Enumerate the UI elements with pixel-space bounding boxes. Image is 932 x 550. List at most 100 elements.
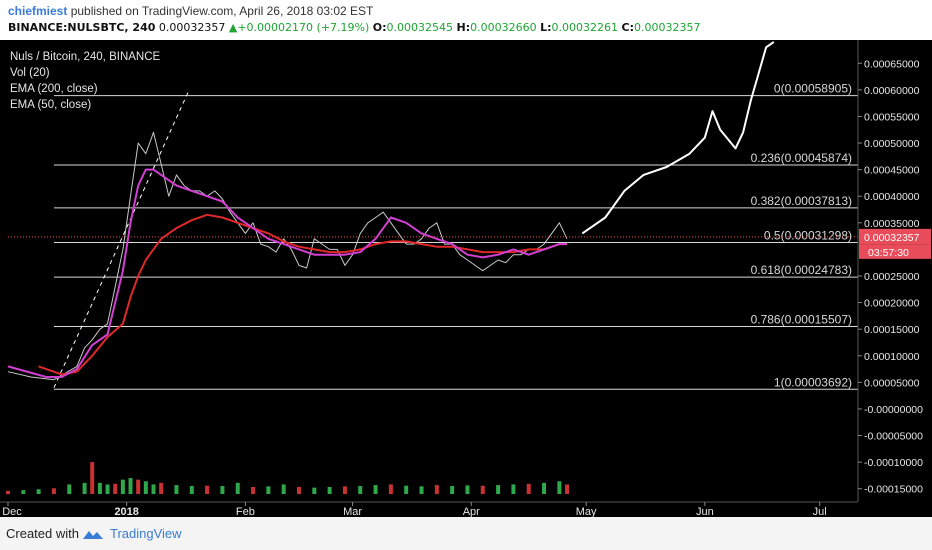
y-tick-label-9: 0.00015000 (864, 324, 920, 336)
volume-bar-19 (220, 486, 225, 494)
ema50-line (7, 168, 567, 378)
volume-bar-34 (450, 486, 455, 494)
volume-bar-5 (82, 482, 87, 494)
volume-bar-6 (90, 462, 95, 494)
publish-line: chiefmiest published on TradingView.com,… (8, 4, 373, 18)
close-label: C: (621, 21, 635, 34)
y-tick-label-2: 0.00055000 (864, 111, 920, 123)
x-tick-label-5: May (576, 506, 597, 517)
volume-bar-40 (542, 482, 547, 494)
x-tick-label-2: Feb (236, 506, 255, 517)
high-label: H: (456, 21, 471, 34)
volume-bar-25 (312, 487, 317, 494)
open-value: 0.00032545 (386, 21, 454, 34)
y-tick-label-15: -0.00015000 (864, 484, 923, 496)
volume-bar-15 (159, 482, 164, 494)
legend-ema200[interactable]: EMA (200, close) (10, 83, 98, 95)
fib-label-4: 0.618(0.00024783) (751, 263, 852, 277)
volume-bar-7 (97, 482, 102, 494)
projection-line (581, 41, 775, 235)
volume-bar-33 (434, 485, 439, 494)
price-change: +0.00002170 (+7.19%) (237, 21, 370, 34)
volume-bar-17 (189, 486, 194, 494)
chart-area[interactable]: 0(0.00058905) 0.236(0.00045874) 0.382(0.00… (0, 40, 932, 518)
volume-bar-39 (526, 483, 531, 494)
up-arrow-icon: ▲ (228, 21, 238, 34)
y-tick-label-1: 0.00060000 (864, 85, 920, 97)
fib-levels: 0(0.00058905) 0.236(0.00045874) 0.382(0.00… (0, 40, 932, 517)
publish-info: published on TradingView.com, April 26, … (70, 4, 374, 18)
volume-bar-8 (105, 484, 110, 494)
author-link[interactable]: chiefmiest (8, 4, 68, 18)
fib-label-6: 1(0.00003692) (774, 375, 852, 389)
volume-bar-14 (151, 484, 156, 494)
chart-legend: Nuls / Bitcoin, 240, BINANCE Vol (20) EM… (10, 51, 161, 111)
volume-bar-37 (496, 485, 501, 494)
close-value: 0.00032357 (634, 21, 701, 34)
tradingview-brand[interactable]: TradingView (110, 526, 182, 541)
volume-bar-3 (51, 488, 56, 494)
volume-bar-32 (419, 486, 424, 494)
y-tick-label-12: -0.00000000 (864, 404, 923, 416)
y-tick-label-6: 0.00035000 (864, 218, 920, 230)
volume-bar-18 (205, 485, 210, 494)
volume-bar-2 (36, 489, 41, 494)
chart-title: Nuls / Bitcoin, 240, BINANCE (10, 51, 161, 63)
price-marker (859, 228, 931, 245)
trend-line (53, 92, 189, 388)
volume-bar-20 (235, 482, 240, 494)
footer-bar: Created with TradingView (0, 517, 932, 550)
countdown-marker (859, 244, 931, 259)
symbol-label: BINANCE:NULSBTC, 240 (8, 21, 156, 34)
chart-lines (7, 41, 858, 388)
volume-bar-26 (327, 486, 332, 494)
x-tick-label-4: Apr (463, 506, 480, 517)
x-tick-label-6: Jun (696, 506, 714, 517)
last-price: 0.00032357 (158, 21, 226, 34)
y-tick-label-13: -0.00005000 (864, 431, 923, 443)
low-value: 0.00032261 (551, 21, 619, 34)
low-label: L: (540, 21, 552, 34)
volume-bar-16 (174, 485, 179, 494)
header-bar: chiefmiest published on TradingView.com,… (0, 0, 932, 40)
volume-bar-0 (6, 490, 10, 494)
ema200-line (38, 213, 567, 376)
x-tick-label-0: Dec (2, 506, 22, 517)
volume-bar-31 (404, 485, 409, 494)
created-with-label: Created with (6, 526, 79, 541)
fib-label-3: 0.5(0.00031298) (764, 228, 852, 242)
countdown-label: 03:57:30 (868, 247, 909, 259)
volume-bar-10 (120, 479, 125, 494)
x-tick-label-3: Mar (343, 506, 362, 517)
y-tick-label-7: 0.00025000 (864, 271, 920, 283)
y-tick-label-14: -0.00010000 (864, 457, 923, 469)
volume-bar-21 (251, 486, 256, 494)
volume-bar-22 (266, 486, 271, 494)
y-tick-label-5: 0.00040000 (864, 191, 920, 203)
price-chart[interactable]: 0(0.00058905) 0.236(0.00045874) 0.382(0.00… (0, 40, 932, 518)
price-axis-background (858, 40, 932, 517)
volume-bar-23 (281, 484, 286, 494)
symbol-line: BINANCE:NULSBTC, 240 0.00032357 ▲+0.0000… (8, 21, 701, 34)
fib-label-0: 0(0.00058905) (774, 82, 852, 96)
volume-bar-13 (143, 481, 148, 494)
volume-bar-4 (67, 484, 72, 494)
volume-bar-35 (465, 485, 470, 494)
y-tick-label-11: 0.00005000 (864, 377, 920, 389)
volume-bar-12 (136, 479, 141, 494)
volume-bar-11 (128, 478, 133, 494)
chart-background (0, 40, 932, 517)
open-label: O: (372, 21, 387, 34)
volume-bar-41 (557, 481, 562, 494)
fib-label-5: 0.786(0.00015507) (751, 312, 852, 326)
volume-bars (6, 462, 570, 494)
legend-ema50[interactable]: EMA (50, close) (10, 99, 91, 111)
time-axis: Dec 2018 Feb Mar Apr May Jun Jul (0, 501, 858, 518)
y-tick-label-4: 0.00045000 (864, 165, 920, 177)
volume-bar-9 (113, 483, 118, 494)
volume-bar-42 (565, 484, 570, 494)
price-axis: 0.00065000 0.00060000 0.00055000 0.00050000… (857, 40, 932, 517)
legend-volume[interactable]: Vol (20) (10, 67, 50, 79)
y-tick-label-8: 0.00020000 (864, 298, 920, 310)
y-tick-label-3: 0.00050000 (864, 138, 920, 150)
